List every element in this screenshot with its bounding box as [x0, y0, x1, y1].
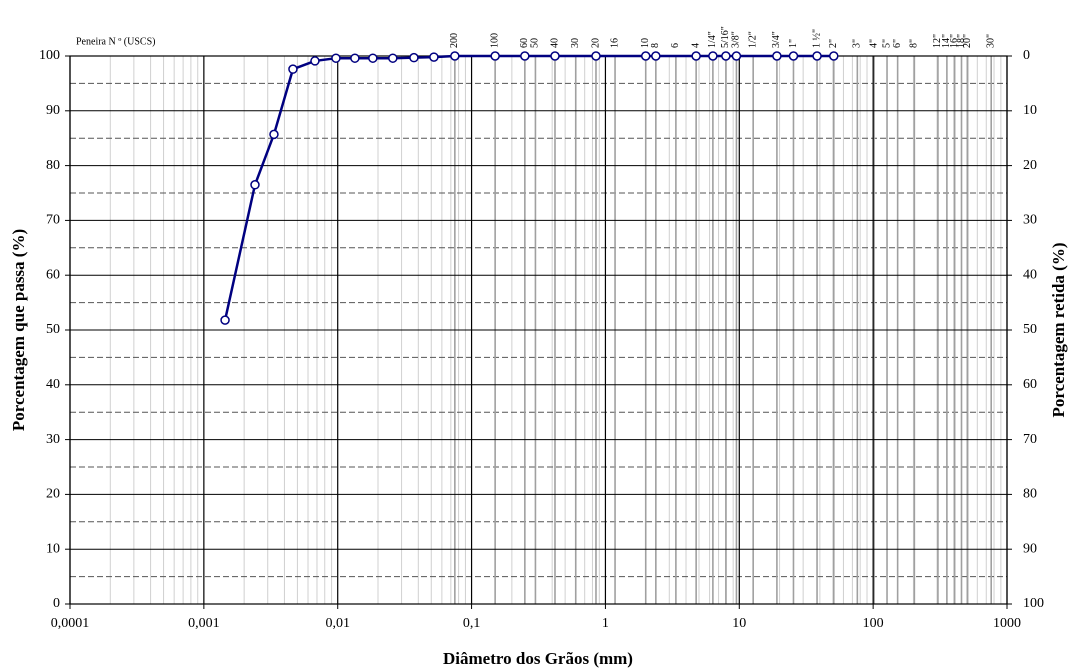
y2-tick-label: 100 — [1023, 596, 1044, 611]
x-tick-label: 100 — [863, 616, 884, 631]
x-axis-label: Diâmetro dos Grãos (mm) — [443, 649, 633, 668]
data-point — [788, 51, 799, 61]
y2-tick-label: 30 — [1023, 213, 1037, 228]
sieve-label: 3/4" — [771, 31, 782, 48]
y-tick-label: 100 — [39, 48, 60, 63]
sieve-label: 3/8" — [731, 31, 742, 48]
x-tick-label: 0,0001 — [51, 616, 90, 631]
x-tick-label: 0,1 — [463, 616, 481, 631]
sieve-label: 3" — [852, 39, 863, 48]
sieve-label: 12" — [932, 34, 943, 48]
y-tick-label: 10 — [46, 541, 60, 556]
sieve-label: 20 — [590, 38, 601, 48]
sieve-label: 40 — [549, 38, 560, 48]
data-point — [829, 51, 839, 61]
y2-tick-label: 70 — [1023, 432, 1037, 447]
data-point — [708, 51, 718, 61]
x-tick-label: 0,001 — [188, 616, 220, 631]
sieve-label: 30" — [985, 34, 996, 48]
data-point — [772, 51, 782, 61]
sieve-label: 8" — [909, 39, 920, 48]
sieve-label: 200 — [449, 33, 460, 48]
sieve-label: 50 — [530, 38, 541, 48]
x-tick-label: 1 — [602, 616, 609, 631]
sieve-label: 1" — [788, 39, 799, 48]
data-point — [409, 52, 419, 63]
sieve-label: 8 — [650, 43, 661, 48]
data-point — [388, 53, 398, 63]
data-point — [450, 51, 460, 61]
sieve-label: 6 — [670, 43, 681, 48]
sieve-label: 100 — [489, 33, 500, 48]
y-tick-label: 90 — [46, 103, 60, 118]
sieve-label: 2" — [828, 39, 839, 48]
y-axis-label: Porcentagem que passa (%) — [9, 229, 28, 431]
y2-tick-label: 40 — [1023, 267, 1037, 282]
y2-axis-label: Porcentagem retida (%) — [1049, 243, 1068, 418]
sieve-label: 6" — [892, 39, 903, 48]
sieve-label: 30 — [570, 38, 581, 48]
data-point — [220, 315, 230, 325]
y-tick-label: 60 — [46, 267, 60, 282]
y2-tick-label: 80 — [1023, 487, 1037, 502]
y-tick-label: 40 — [46, 377, 60, 392]
data-point — [429, 52, 439, 62]
sieve-label: 60 — [519, 38, 530, 48]
y2-tick-label: 10 — [1023, 103, 1037, 118]
data-point — [250, 180, 260, 190]
y-tick-label: 0 — [53, 596, 60, 611]
y2-tick-label: 20 — [1023, 158, 1037, 173]
y2-tick-label: 90 — [1023, 541, 1037, 556]
data-point — [812, 51, 822, 61]
sieve-label: 5/16" — [720, 26, 731, 48]
data-point — [368, 53, 378, 63]
data-point — [520, 51, 530, 61]
data-point — [731, 51, 742, 61]
data-point — [490, 51, 500, 61]
y2-tick-label: 0 — [1023, 48, 1030, 63]
data-point — [691, 51, 701, 61]
chart-title: Peneira N º (USCS) — [76, 36, 155, 47]
sieve-label: 14" — [941, 34, 952, 48]
y-tick-label: 20 — [46, 487, 60, 502]
data-point — [550, 51, 560, 61]
sieve-label: 20" — [962, 34, 973, 48]
sieve-label: 10 — [640, 38, 651, 48]
y2-tick-label: 60 — [1023, 377, 1037, 392]
data-point — [721, 51, 731, 61]
data-point — [651, 51, 661, 61]
y-tick-label: 30 — [46, 432, 60, 447]
sieve-label: 1/2" — [747, 31, 758, 48]
sieve-label: 18" — [956, 34, 967, 48]
y-tick-label: 80 — [46, 158, 60, 173]
data-point — [269, 129, 279, 140]
y2-tick-label: 50 — [1023, 322, 1037, 337]
y-tick-label: 50 — [46, 322, 60, 337]
data-point — [310, 56, 320, 66]
data-point — [640, 51, 651, 61]
data-line — [223, 54, 834, 321]
x-tick-label: 1000 — [993, 616, 1021, 631]
x-tick-label: 0,01 — [325, 616, 350, 631]
sieve-label: 1 ½" — [811, 29, 822, 48]
y-tick-label: 70 — [46, 213, 60, 228]
sieve-label: 4 — [690, 43, 701, 48]
sieve-label: 5" — [881, 39, 892, 48]
data-point — [591, 51, 601, 61]
data-point — [350, 53, 360, 63]
sieve-label: 1/4" — [707, 31, 718, 48]
x-tick-label: 10 — [732, 616, 746, 631]
data-point — [331, 53, 341, 63]
sieve-label: 4" — [868, 39, 879, 48]
sieve-label: 16 — [609, 38, 620, 48]
data-point — [288, 64, 298, 74]
sieve-label: 16" — [949, 34, 960, 48]
